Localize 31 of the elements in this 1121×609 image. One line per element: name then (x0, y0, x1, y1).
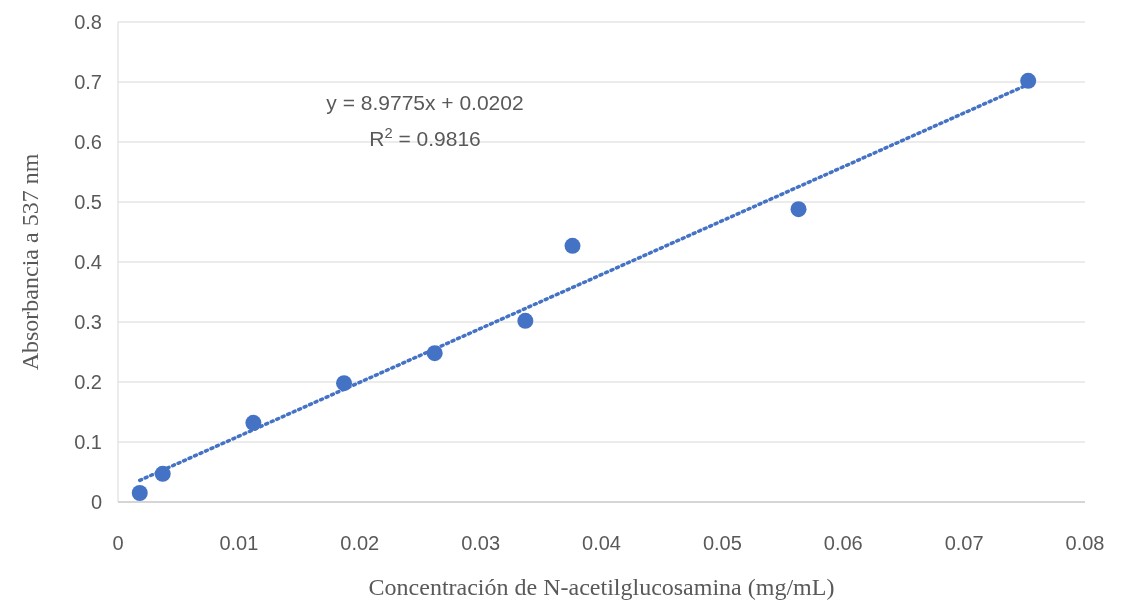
point (336, 375, 353, 392)
point (564, 237, 581, 254)
y-tick-label: 0.4 (74, 251, 102, 273)
x-tick-label: 0 (112, 532, 124, 554)
x-tick-label: 0.06 (823, 532, 863, 554)
x-tick-label: 0.07 (944, 532, 984, 554)
x-axis-title: Concentración de N-acetilglucosamina (mg/mL) (368, 574, 835, 600)
y-tick-label: 0.6 (74, 131, 102, 153)
y-tick-label: 0 (90, 491, 102, 513)
point (1020, 72, 1037, 89)
x-tick-label: 0.08 (1065, 532, 1105, 554)
point (154, 465, 171, 482)
y-tick-label: 0.3 (74, 311, 102, 333)
y-tick-label: 0.1 (74, 431, 102, 453)
x-tick-label: 0.02 (340, 532, 380, 554)
y-tick-label: 0.2 (74, 371, 102, 393)
y-axis-title: Absorbancia a 537 nm (17, 153, 43, 371)
point (245, 414, 262, 431)
point (517, 312, 534, 329)
y-tick-label: 0.5 (74, 191, 102, 213)
x-tick-label: 0.03 (461, 532, 501, 554)
y-tick-label: 0.8 (74, 11, 102, 33)
point (790, 201, 807, 218)
annotation: R$^{2}$ = 0.9816 (369, 125, 481, 150)
y-tick-label: 0.7 (74, 71, 102, 93)
annotation: y = 8.9775x + 0.0202 (326, 91, 524, 114)
point (131, 485, 148, 501)
x-tick-label: 0.05 (702, 532, 742, 554)
point (426, 345, 443, 362)
x-tick-label: 0.04 (582, 532, 621, 554)
x-tick-label: 0.01 (219, 532, 259, 554)
